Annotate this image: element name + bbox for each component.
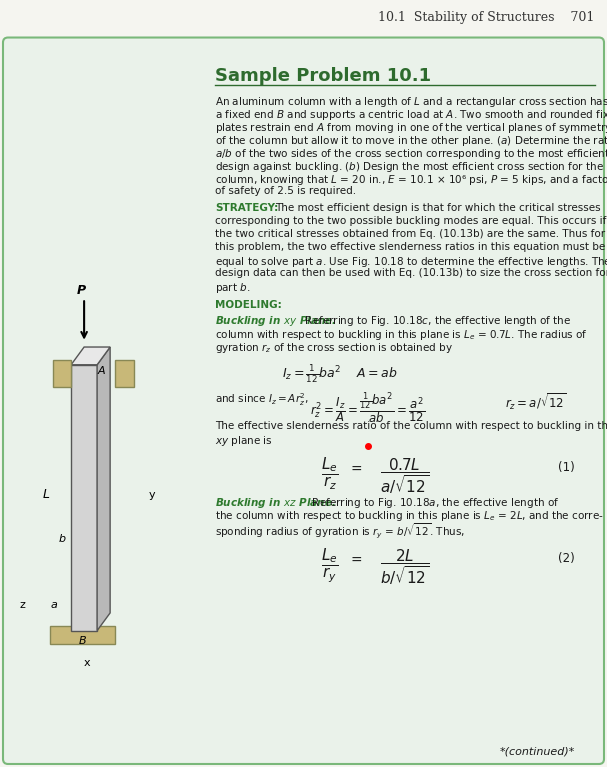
Text: column, knowing that $L$ = 20 in., $E$ = 10.1 × 10⁶ psi, $P$ = 5 kips, and a fac: column, knowing that $L$ = 20 in., $E$ =… — [215, 173, 607, 187]
Text: $\dfrac{L_e}{r_y}$: $\dfrac{L_e}{r_y}$ — [321, 548, 339, 585]
Text: $xy$ plane is: $xy$ plane is — [215, 434, 273, 448]
Text: The effective slenderness ratio of the column with respect to buckling in the: The effective slenderness ratio of the c… — [215, 421, 607, 431]
Text: L: L — [42, 488, 50, 501]
Text: $a/b$ of the two sides of the cross section corresponding to the most efficient: $a/b$ of the two sides of the cross sect… — [215, 147, 607, 161]
Text: corresponding to the two possible buckling modes are equal. This occurs if: corresponding to the two possible buckli… — [215, 216, 606, 226]
Bar — [50, 626, 115, 644]
Text: a: a — [50, 601, 57, 611]
Text: column with respect to buckling in this plane is $L_e$ = 0.7$L$. The radius of: column with respect to buckling in this … — [215, 328, 588, 341]
Text: part $b$.: part $b$. — [215, 281, 251, 295]
FancyBboxPatch shape — [3, 38, 604, 764]
Polygon shape — [97, 347, 110, 630]
Text: design data can then be used with Eq. (10.13b) to size the cross section for: design data can then be used with Eq. (1… — [215, 268, 607, 278]
Text: Sample Problem 10.1: Sample Problem 10.1 — [215, 67, 431, 84]
Text: MODELING:: MODELING: — [215, 301, 282, 311]
Text: $r_z^2 = \dfrac{I_z}{A} = \dfrac{\frac{1}{12}ba^2}{ab} = \dfrac{a^2}{12}$: $r_z^2 = \dfrac{I_z}{A} = \dfrac{\frac{1… — [310, 390, 425, 426]
Text: of safety of 2.5 is required.: of safety of 2.5 is required. — [215, 186, 356, 196]
Text: B: B — [79, 636, 87, 646]
Text: 10.1  Stability of Structures    701: 10.1 Stability of Structures 701 — [379, 11, 595, 24]
Text: gyration $r_z$ of the cross section is obtained by: gyration $r_z$ of the cross section is o… — [215, 341, 453, 354]
Text: (2): (2) — [558, 552, 575, 565]
Text: z: z — [19, 601, 25, 611]
Polygon shape — [71, 347, 110, 365]
Text: a fixed end $B$ and supports a centric load at $A$. Two smooth and rounded fixed: a fixed end $B$ and supports a centric l… — [215, 108, 607, 122]
Text: $\dfrac{0.7L}{a/\sqrt{12}}$: $\dfrac{0.7L}{a/\sqrt{12}}$ — [381, 456, 430, 495]
Text: and since $I_z = Ar_z^2$,: and since $I_z = Ar_z^2$, — [215, 390, 309, 407]
Polygon shape — [71, 365, 97, 630]
Text: *(continued)*: *(continued)* — [500, 747, 575, 757]
Text: equal to solve part $a$. Use Fig. 10.18 to determine the effective lengths. The: equal to solve part $a$. Use Fig. 10.18 … — [215, 255, 607, 269]
Text: $=$: $=$ — [348, 461, 362, 475]
Text: An aluminum column with a length of $L$ and a rectangular cross section has: An aluminum column with a length of $L$ … — [215, 94, 607, 109]
Text: The most efficient design is that for which the critical stresses: The most efficient design is that for wh… — [275, 203, 600, 213]
Text: $\dfrac{L_e}{r_z}$: $\dfrac{L_e}{r_z}$ — [321, 456, 339, 492]
Text: plates restrain end $A$ from moving in one of the vertical planes of symmetry: plates restrain end $A$ from moving in o… — [215, 121, 607, 135]
Text: $\dfrac{2L}{b/\sqrt{12}}$: $\dfrac{2L}{b/\sqrt{12}}$ — [381, 548, 430, 587]
Text: y: y — [149, 489, 156, 499]
Text: the column with respect to buckling in this plane is $L_e$ = 2$L$, and the corre: the column with respect to buckling in t… — [215, 509, 604, 523]
Text: Buckling in $xz$ Plane.: Buckling in $xz$ Plane. — [215, 496, 336, 510]
Text: (1): (1) — [558, 461, 575, 474]
Text: $r_z = a/\sqrt{12}$: $r_z = a/\sqrt{12}$ — [505, 390, 567, 412]
Text: design against buckling. ($b$) Design the most efficient cross section for the: design against buckling. ($b$) Design th… — [215, 160, 604, 174]
Text: of the column but allow it to move in the other plane. ($a$) Determine the ratio: of the column but allow it to move in th… — [215, 134, 607, 148]
Text: Referring to Fig. 10.18$c$, the effective length of the: Referring to Fig. 10.18$c$, the effectiv… — [295, 314, 571, 328]
Text: STRATEGY:: STRATEGY: — [215, 203, 278, 213]
Text: $I_z = \frac{1}{12}ba^2$    $A = ab$: $I_z = \frac{1}{12}ba^2$ $A = ab$ — [282, 363, 398, 384]
Text: x: x — [84, 658, 90, 668]
Text: $=$: $=$ — [348, 552, 362, 566]
Text: b: b — [58, 534, 65, 544]
Text: this problem, the two effective slenderness ratios in this equation must be: this problem, the two effective slendern… — [215, 242, 605, 252]
Text: Referring to Fig. 10.18$a$, the effective length of: Referring to Fig. 10.18$a$, the effectiv… — [302, 496, 559, 510]
Text: Buckling in $xy$ Plane.: Buckling in $xy$ Plane. — [215, 314, 337, 328]
Text: sponding radius of gyration is $r_y$ = $b$/$\sqrt{12}$. Thus,: sponding radius of gyration is $r_y$ = $… — [215, 522, 465, 542]
Text: the two critical stresses obtained from Eq. (10.13b) are the same. Thus for: the two critical stresses obtained from … — [215, 229, 605, 239]
Text: P: P — [76, 284, 86, 297]
Bar — [115, 360, 134, 387]
Bar — [53, 360, 71, 387]
Text: A: A — [97, 366, 105, 376]
